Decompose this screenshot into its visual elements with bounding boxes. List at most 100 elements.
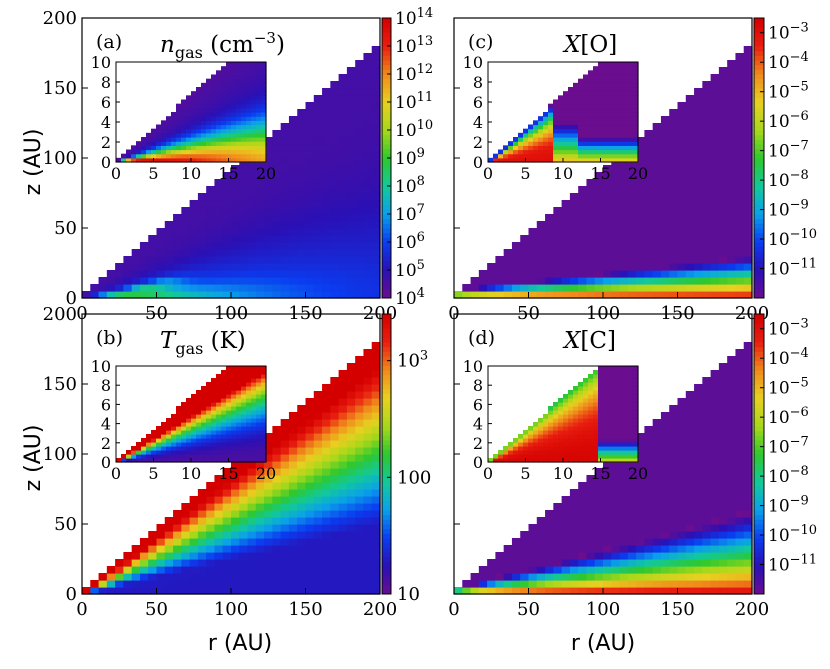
heatmap-b-cell <box>346 510 356 518</box>
inset-c-cell <box>538 149 544 155</box>
heatmap-a-cell <box>371 74 381 82</box>
heatmap-a-cell <box>181 235 191 243</box>
heatmap-c-cell <box>727 179 737 187</box>
colorbar-tick-label-c: 10−4 <box>768 50 809 73</box>
heatmap-d-cell <box>619 517 629 525</box>
heatmap-c-cell <box>727 249 737 257</box>
inset-b-cell <box>201 390 207 395</box>
heatmap-d-cell <box>718 482 728 490</box>
heatmap-a-cell <box>338 256 348 264</box>
heatmap-b-cell <box>123 580 133 588</box>
heatmap-d-cell <box>652 538 662 546</box>
heatmap-a-cell <box>363 193 373 201</box>
colorbar-cell-a <box>382 36 391 42</box>
inset-a-cell <box>261 149 267 155</box>
heatmap-b-cell <box>371 363 381 371</box>
inset-d-cell <box>623 386 629 391</box>
inset-c-cell <box>613 120 619 126</box>
inset-c-cell <box>623 141 629 146</box>
inset-b-cell <box>166 430 172 435</box>
inset-b-cell <box>136 458 142 463</box>
heatmap-d-cell <box>677 398 687 406</box>
inset-b-cell <box>216 410 222 415</box>
heatmap-c-cell <box>636 158 645 166</box>
inset-d-cell <box>633 386 639 391</box>
heatmap-c-cell <box>511 242 521 250</box>
inset-d-cell <box>518 434 524 439</box>
colorbar-cell-b <box>382 580 391 586</box>
inset-b-cell <box>166 446 172 451</box>
heatmap-c-cell <box>727 277 737 285</box>
heatmap-c-cell <box>718 109 728 117</box>
inset-b-cell <box>186 406 192 411</box>
inset-d-cell <box>573 430 579 435</box>
heatmap-d-cell <box>694 503 703 511</box>
heatmap-c-cell <box>586 179 596 187</box>
inset-c-cell <box>583 116 589 121</box>
heatmap-d-cell <box>702 384 712 392</box>
heatmap-a-cell <box>322 158 331 166</box>
heatmap-d-cell <box>743 433 753 441</box>
heatmap-d-cell <box>702 454 712 462</box>
inset-b-cell <box>246 394 252 399</box>
heatmap-d-cell <box>652 426 662 434</box>
inset-c-cell <box>608 124 614 130</box>
heatmap-b-cell <box>371 510 381 518</box>
colorbar-cell-d <box>754 384 764 390</box>
heatmap-a-cell <box>305 193 315 201</box>
heatmap-c-cell <box>636 263 645 271</box>
heatmap-c-cell <box>561 249 571 257</box>
heatmap-a-cell <box>313 214 323 222</box>
heatmap-c-cell <box>669 109 679 117</box>
heatmap-d-cell <box>470 580 480 588</box>
y-b-tick-label: 150 <box>43 374 77 395</box>
heatmap-c-cell <box>727 291 737 299</box>
heatmap-c-cell <box>636 144 645 152</box>
heatmap-a-cell <box>346 270 356 278</box>
inset-b-cell <box>186 418 192 423</box>
colorbar-cell-a <box>382 204 391 210</box>
heatmap-c-cell <box>685 109 695 117</box>
inset-b-cell <box>201 402 207 407</box>
heatmap-d-cell <box>718 580 728 588</box>
inset-c-cell <box>578 82 584 88</box>
heatmap-b-cell <box>371 398 381 406</box>
inset-b-cell <box>251 410 257 415</box>
inset-a-cell <box>206 99 212 105</box>
inset-c-cell <box>598 66 604 71</box>
inset-a-cell <box>216 128 222 134</box>
heatmap-c-cell <box>644 158 654 166</box>
inset-b-cell <box>226 422 232 427</box>
inset-a-cell <box>161 141 167 146</box>
inset-d-cell <box>633 366 639 371</box>
heatmap-a-cell <box>164 228 174 236</box>
y-b-tick-label: 0 <box>66 584 77 605</box>
inset-a-cell <box>231 91 237 96</box>
inset-b-cell <box>176 450 182 455</box>
heatmap-c-cell <box>685 102 695 110</box>
heatmap-c-cell <box>569 277 579 285</box>
heatmap-b-cell <box>322 391 331 399</box>
heatmap-d-cell <box>553 538 563 546</box>
heatmap-c-cell <box>578 214 588 222</box>
heatmap-a-cell <box>206 284 216 292</box>
colorbar-cell-a <box>382 186 391 192</box>
heatmap-d-cell <box>685 566 695 574</box>
inset-a-cell <box>236 95 242 101</box>
inset-b-cell <box>251 370 257 375</box>
heatmap-b-cell <box>148 538 158 546</box>
inset-c-cell <box>548 112 554 117</box>
heatmap-b-cell <box>189 531 199 539</box>
heatmap-a-cell <box>148 270 158 278</box>
inset-d-cell <box>628 398 634 403</box>
heatmap-d-cell <box>735 496 745 504</box>
heatmap-c-cell <box>660 270 670 278</box>
heatmap-b-cell <box>106 587 116 595</box>
colorbar-cell-d <box>754 514 764 520</box>
inset-d-cell <box>523 446 529 451</box>
inset-a-cell <box>216 141 222 146</box>
heatmap-a-cell <box>255 179 265 187</box>
heatmap-c-cell <box>718 193 728 201</box>
inset-b-cell <box>201 430 207 435</box>
heatmap-b-cell <box>247 587 257 595</box>
